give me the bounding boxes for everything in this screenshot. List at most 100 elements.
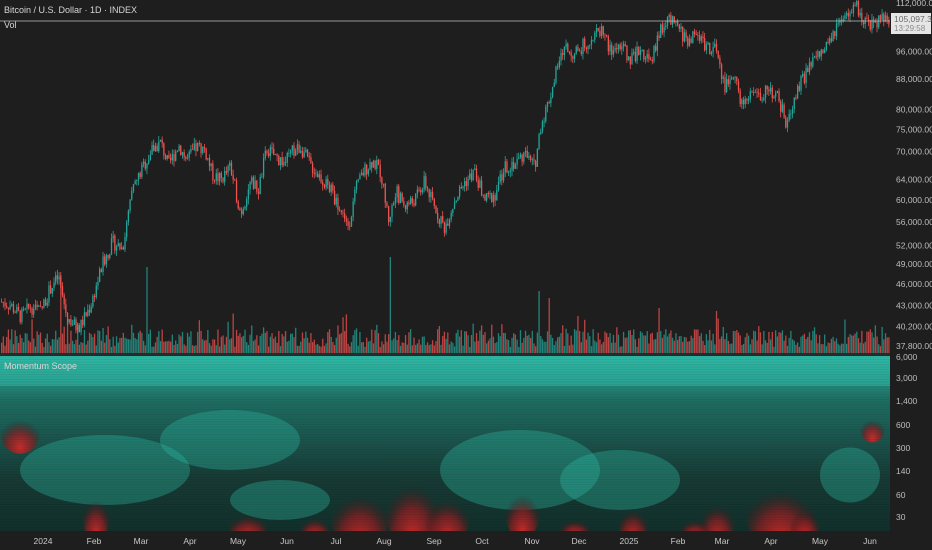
heatmap-hot-regions bbox=[0, 408, 885, 531]
candle-body bbox=[296, 144, 299, 151]
candle-body bbox=[75, 319, 77, 331]
volume-bar bbox=[758, 326, 760, 353]
volume-bar bbox=[541, 339, 544, 353]
volume-bar bbox=[722, 327, 724, 353]
volume-bar bbox=[678, 336, 680, 353]
volume-bar bbox=[861, 330, 863, 353]
volume-bar bbox=[614, 342, 616, 353]
volume-bar bbox=[126, 338, 128, 353]
candle-body bbox=[186, 157, 189, 159]
volume-bar bbox=[514, 334, 517, 353]
candle-body bbox=[805, 68, 807, 83]
volume-bar bbox=[213, 339, 216, 353]
candle-body bbox=[526, 150, 528, 158]
candle-body bbox=[339, 209, 341, 211]
volume-bar bbox=[800, 336, 802, 353]
volume-bar bbox=[11, 329, 13, 353]
candle-body bbox=[115, 246, 118, 251]
candle-body bbox=[573, 53, 576, 59]
volume-bar bbox=[225, 336, 228, 353]
candle-body bbox=[173, 154, 175, 161]
volume-bar bbox=[330, 336, 332, 353]
candle-body bbox=[144, 161, 146, 169]
pane-separator bbox=[0, 353, 890, 356]
volume-bar bbox=[719, 338, 721, 353]
candle-body bbox=[193, 143, 195, 150]
candle-body bbox=[65, 304, 67, 314]
volume-bar bbox=[633, 329, 635, 353]
volume-bar bbox=[198, 320, 201, 353]
candle-body bbox=[541, 121, 544, 132]
candle-body bbox=[271, 147, 273, 149]
candle-body bbox=[240, 210, 243, 215]
time-tick-label: Dec bbox=[571, 536, 587, 546]
volume-bar bbox=[222, 335, 224, 353]
volume-bar bbox=[783, 340, 785, 353]
volume-bar bbox=[616, 327, 618, 353]
volume-bar bbox=[237, 335, 239, 353]
volume-bar bbox=[345, 314, 348, 353]
price-tick-label: 43,000.00 bbox=[896, 300, 932, 310]
price-tick-label: 49,000.00 bbox=[896, 259, 932, 269]
volume-bar bbox=[442, 336, 444, 353]
candle-body bbox=[340, 210, 342, 213]
volume-bar bbox=[470, 335, 473, 353]
volume-bar bbox=[742, 343, 745, 353]
candle-body bbox=[673, 16, 675, 23]
candle-body bbox=[781, 104, 784, 112]
candle-body bbox=[92, 295, 94, 307]
candle-body bbox=[616, 48, 618, 50]
candle-body bbox=[104, 256, 106, 265]
volume-bar bbox=[519, 330, 522, 353]
candle-body bbox=[852, 4, 855, 13]
candle-body bbox=[306, 149, 309, 156]
candle-body bbox=[166, 155, 168, 159]
time-tick-label: Jun bbox=[863, 536, 877, 546]
candle-body bbox=[496, 189, 498, 201]
heat-cool-blob bbox=[560, 450, 680, 510]
volume-bar bbox=[557, 337, 559, 353]
candle-body bbox=[565, 43, 567, 47]
volume-bar bbox=[279, 346, 282, 353]
candle-body bbox=[648, 54, 650, 60]
heat-cool-blob bbox=[820, 447, 880, 503]
volume-bar bbox=[595, 342, 598, 353]
volume-bar bbox=[453, 346, 456, 353]
candle-body bbox=[824, 49, 826, 54]
candle-body bbox=[394, 197, 397, 204]
candle-body bbox=[521, 154, 523, 162]
volume-bar bbox=[438, 325, 441, 353]
candle-body bbox=[19, 310, 21, 322]
candle-body bbox=[572, 56, 574, 59]
volume-bar bbox=[327, 332, 329, 353]
candle-body bbox=[202, 146, 204, 154]
candle-body bbox=[607, 36, 610, 52]
candle-body bbox=[690, 38, 692, 43]
heat-cool-blob bbox=[20, 435, 190, 505]
volume-bar bbox=[452, 342, 454, 353]
volume-bar bbox=[773, 346, 775, 353]
volume-bar bbox=[288, 340, 290, 353]
volume-bar bbox=[531, 330, 533, 353]
candle-body bbox=[68, 319, 70, 323]
candle-body bbox=[416, 189, 419, 194]
candle-body bbox=[73, 319, 75, 325]
last-price-sub: 13:29:58 bbox=[894, 24, 926, 33]
volume-bar bbox=[386, 341, 388, 353]
volume-bar bbox=[141, 332, 143, 353]
candle-body bbox=[656, 35, 659, 51]
volume-bar bbox=[464, 331, 466, 353]
candle-body bbox=[695, 34, 697, 35]
volume-bar bbox=[666, 336, 669, 353]
volume-bar bbox=[671, 337, 674, 353]
volume-bar bbox=[771, 331, 773, 353]
volume-bar bbox=[332, 341, 334, 353]
candle-body bbox=[479, 180, 481, 188]
volume-bar bbox=[437, 329, 439, 353]
candle-body bbox=[420, 190, 422, 193]
volume-bar bbox=[884, 333, 887, 353]
candle-body bbox=[349, 225, 351, 227]
price-tick-label: 70,000.00 bbox=[896, 146, 932, 156]
volume-bar bbox=[467, 335, 469, 353]
volume-bar bbox=[808, 332, 811, 353]
